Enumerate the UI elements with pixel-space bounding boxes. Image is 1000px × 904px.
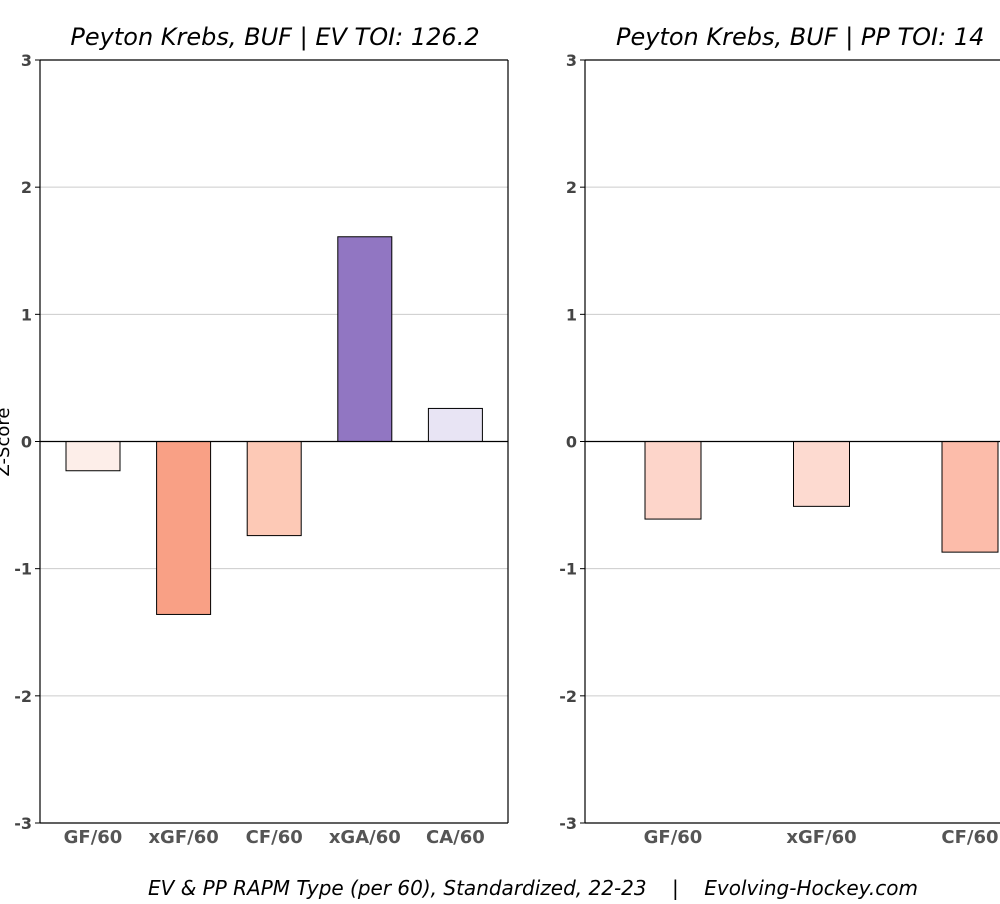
bar-xgf-per-60 (156, 441, 212, 615)
y-tick-label: -1 (14, 560, 32, 579)
y-tick-label: -3 (559, 814, 577, 833)
y-tick-label: 3 (21, 51, 32, 70)
y-tick-label: -2 (559, 687, 577, 706)
bar-gf-per-60 (65, 441, 121, 472)
y-tick-label: 3 (566, 51, 577, 70)
y-tick-label: 1 (21, 305, 32, 324)
x-tick-label: GF/60 (64, 827, 123, 848)
ev-rapm-panel: -3 -2 -1 0 1 2 3 GF/60 xGF/60 CF/60 xGA/60 CA/60 Pey… (14, 23, 509, 848)
panel-title: Peyton Krebs, BUF | PP TOI: 14 (616, 23, 984, 51)
y-tick-label: 1 (566, 305, 577, 324)
bar-xgf-per-60 (793, 441, 850, 507)
x-tick-label: CA/60 (426, 827, 485, 848)
bar-cf-per-60 (941, 441, 999, 553)
bar-xga-per-60 (337, 236, 393, 442)
y-tick-label: 2 (566, 178, 577, 197)
bar-ca-per-60 (427, 407, 483, 443)
y-tick-label: -1 (559, 560, 577, 579)
x-tick-label: xGF/60 (786, 827, 856, 848)
y-tick-label: 0 (21, 433, 32, 452)
x-tick-label: CF/60 (246, 827, 303, 848)
pp-rapm-panel: -3 -2 -1 0 1 2 3 GF/60 xGF/60 CF/60 Peyton Krebs, … (559, 23, 1000, 848)
y-axis-label: Z-Score (0, 408, 14, 477)
x-tick-label: xGA/60 (329, 827, 401, 848)
bar-cf-per-60 (246, 441, 302, 537)
y-tick-label: 0 (566, 433, 577, 452)
y-tick-label: 2 (21, 178, 32, 197)
y-tick-label: -2 (14, 687, 32, 706)
x-tick-label: xGF/60 (148, 827, 218, 848)
panel-title: Peyton Krebs, BUF | EV TOI: 126.2 (70, 23, 479, 51)
x-tick-label: GF/60 (644, 827, 703, 848)
x-tick-label: CF/60 (941, 827, 998, 848)
figure-caption: EV & PP RAPM Type (per 60), Standardized… (148, 876, 918, 900)
bar-gf-per-60 (644, 441, 702, 520)
y-tick-label: -3 (14, 814, 32, 833)
